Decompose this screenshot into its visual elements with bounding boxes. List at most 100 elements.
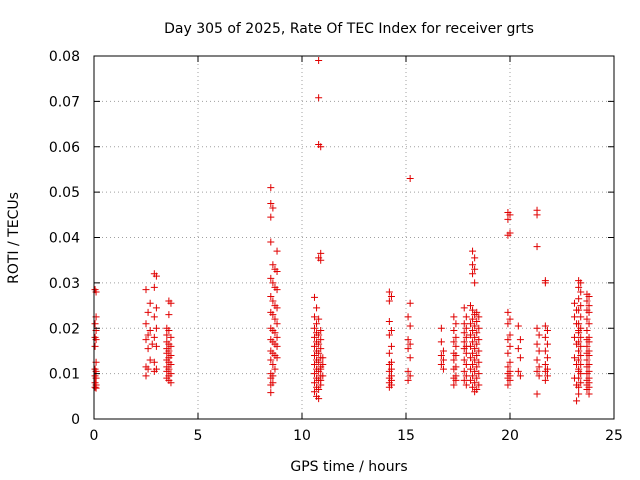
data-point [273, 286, 281, 294]
data-point [269, 279, 277, 287]
data-point [267, 356, 275, 364]
data-point [385, 288, 393, 296]
data-point [267, 184, 275, 192]
data-point [460, 345, 468, 353]
data-point [575, 338, 583, 346]
data-point [317, 365, 325, 373]
y-tick-label: 0 [71, 412, 80, 428]
data-point [150, 358, 158, 366]
data-point [575, 283, 583, 291]
data-point [475, 358, 483, 366]
data-point [471, 279, 479, 287]
data-point [404, 336, 412, 344]
y-axis-ticks: 0 0.01 0.02 0.03 0.04 0.05 0.06 0.07 0.08 [49, 49, 614, 428]
data-point [144, 331, 152, 339]
data-point [317, 249, 325, 257]
data-point [163, 331, 171, 339]
data-point [146, 299, 154, 307]
y-tick-label: 0.05 [49, 185, 80, 201]
data-point [516, 354, 524, 362]
data-point [267, 238, 275, 246]
data-point [460, 367, 468, 375]
data-point [583, 363, 591, 371]
data-point [385, 361, 393, 369]
data-point [533, 390, 541, 398]
data-point [163, 349, 171, 357]
data-point [504, 231, 512, 239]
data-point [573, 397, 581, 405]
data-point [575, 374, 583, 382]
data-point [150, 333, 158, 341]
data-point [504, 215, 512, 223]
data-point [575, 356, 583, 364]
data-point [541, 367, 549, 375]
data-point [570, 299, 578, 307]
data-point [310, 370, 318, 378]
data-point [310, 324, 318, 332]
data-point [317, 376, 325, 384]
data-point [514, 322, 522, 330]
data-point [404, 313, 412, 321]
data-point [406, 322, 414, 330]
data-point [152, 342, 160, 350]
data-point [273, 354, 281, 362]
data-point [267, 292, 275, 300]
data-point [146, 356, 154, 364]
data-point [533, 243, 541, 251]
data-point [475, 336, 483, 344]
data-point [577, 313, 585, 321]
data-point [152, 324, 160, 332]
data-point [577, 370, 585, 378]
data-point [583, 342, 591, 350]
data-point [437, 338, 445, 346]
data-point [317, 336, 325, 344]
data-point [504, 381, 512, 389]
data-point [315, 57, 323, 65]
data-point [585, 292, 593, 300]
data-point [471, 379, 479, 387]
data-point [437, 361, 445, 369]
data-point [469, 315, 477, 323]
data-point [504, 349, 512, 357]
data-point [543, 354, 551, 362]
data-point [506, 358, 514, 366]
data-point [142, 286, 150, 294]
data-point [469, 338, 477, 346]
data-point [91, 383, 99, 391]
data-point [585, 390, 593, 398]
data-point [450, 313, 458, 321]
data-point [313, 304, 321, 312]
data-point [541, 333, 549, 341]
data-point [585, 338, 593, 346]
data-point [310, 293, 318, 301]
data-point [317, 327, 325, 335]
data-point [150, 283, 158, 291]
data-point [452, 342, 460, 350]
data-point [585, 351, 593, 359]
data-point [471, 311, 479, 319]
y-tick-label: 0.03 [49, 276, 80, 292]
data-point [167, 361, 175, 369]
y-axis-label: ROTI / TECUs [6, 192, 22, 284]
data-point [469, 383, 477, 391]
data-point [577, 379, 585, 387]
data-point [543, 340, 551, 348]
y-tick-label: 0.07 [49, 94, 80, 110]
data-point [585, 320, 593, 328]
data-point [387, 292, 395, 300]
x-axis-ticks: 0 5 10 15 20 25 [90, 56, 623, 444]
data-point [577, 361, 585, 369]
data-point [310, 379, 318, 387]
data-point [310, 313, 318, 321]
data-point [310, 351, 318, 359]
data-point [385, 331, 393, 339]
data-point [466, 342, 474, 350]
data-point [319, 354, 327, 362]
data-point [475, 370, 483, 378]
data-point [271, 329, 279, 337]
data-point [269, 361, 277, 369]
data-point [460, 329, 468, 337]
data-point [404, 345, 412, 353]
data-point [575, 390, 583, 398]
data-point [439, 356, 447, 364]
